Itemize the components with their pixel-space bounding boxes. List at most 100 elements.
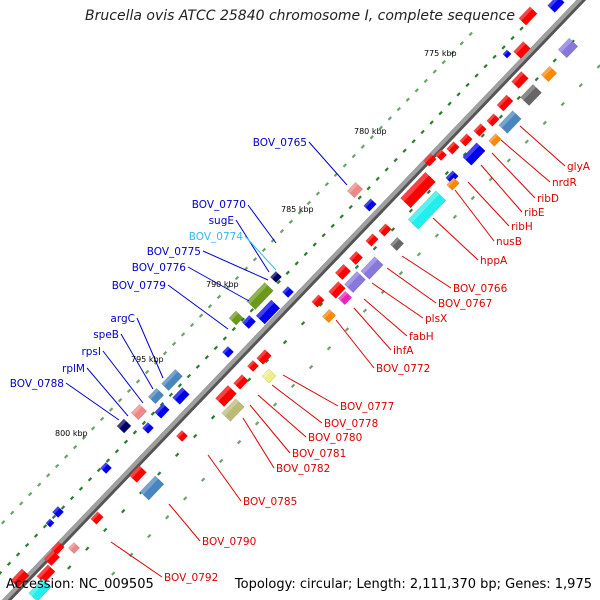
gene-feature-shine [488,133,498,143]
label-leaders [65,125,566,578]
gene-label-argc[interactable]: argC [110,313,135,325]
gene-feature-shine [322,309,332,319]
gene-label-suge[interactable]: sugE [209,215,234,227]
tick-mark [45,473,51,478]
tick-mark [174,452,180,458]
gene-feature-shine [378,223,388,233]
gene-feature-body [43,549,61,567]
gene-feature [462,142,486,166]
gene-feature-shine [228,310,239,321]
tick-mark [552,58,557,63]
gene-label-nusb[interactable]: nusB [496,236,522,248]
gene-feature-shine [36,564,51,579]
gene-feature [246,359,260,373]
tick-mark [459,41,464,46]
tick-mark [117,397,123,403]
gene-label-bov-0770[interactable]: BOV_0770 [192,199,246,211]
tick-mark [0,571,3,575]
gene-label-bov-0778[interactable]: BOV_0778 [324,418,378,430]
gene-label-bov-0777[interactable]: BOV_0777 [340,401,394,413]
gene-feature-body [518,6,538,26]
tick-mark [6,561,12,567]
tick-mark [483,63,488,69]
gene-feature-shine [558,38,573,53]
gene-feature [311,294,325,308]
gene-label-bov-0782[interactable]: BOV_0782 [276,463,330,475]
tick-mark [354,264,360,270]
tick-mark [222,336,228,341]
gene-label-bov-0792[interactable]: BOV_0792 [164,572,218,584]
gene-feature-body [161,368,183,392]
tick-mark [560,101,565,107]
gene-label-ribe[interactable]: ribE [524,207,545,219]
gene-feature [365,233,379,247]
gene-feature-body [446,141,460,155]
gene-label-bov-0776[interactable]: BOV_0776 [132,262,187,274]
tick-mark [218,458,224,464]
gene-label-nrdr[interactable]: nrdR [552,177,577,189]
gene-label-ribd[interactable]: ribD [537,193,559,205]
leader-line [335,319,375,369]
gene-feature-shine [161,369,178,387]
tick-mark [426,189,432,195]
tick-mark [63,454,69,459]
gene-feature-body [360,256,384,280]
gene-feature [328,281,346,299]
gene-feature [446,177,460,191]
tick-mark [111,571,116,576]
gene-label-bov-0772[interactable]: BOV_0772 [376,363,430,375]
leader-line [432,217,479,261]
gene-label-ihfa[interactable]: ihfA [393,345,414,357]
gene-feature-shine [256,349,268,361]
gene-label-bov-0775[interactable]: BOV_0775 [147,246,201,258]
gene-label-rpsi[interactable]: rpsI [81,346,101,358]
map-title: Brucella ovis ATCC 25840 chromosome I, c… [85,8,515,24]
leader-line [120,333,154,390]
gene-feature-shine [10,568,25,583]
gene-feature [67,541,81,555]
leader-line [110,541,163,578]
gene-label-bov-0765[interactable]: BOV_0765 [253,137,307,149]
gene-feature-shine [28,578,46,596]
gene-feature-shine [347,182,359,194]
tick-mark [470,195,476,201]
gene-label-hppa[interactable]: hppA [480,255,508,267]
tick-mark [192,433,198,439]
tick-mark [312,242,317,247]
tick-mark [344,327,350,332]
gene-feature [321,308,337,324]
gene-label-bov-0774[interactable]: BOV_0774 [189,231,244,243]
gene-label-glya[interactable]: glyA [567,161,591,173]
gene-label-bov-0781[interactable]: BOV_0781 [292,448,346,460]
gene-label-plsx[interactable]: plsX [425,313,447,325]
gene-feature-shine [390,237,400,247]
tick-mark [162,351,168,356]
gene-feature-shine [486,113,496,123]
gene-label-bov-0766[interactable]: BOV_0766 [453,283,508,295]
gene-feature-body [540,65,558,83]
gene-label-bov-0779[interactable]: BOV_0779 [112,280,166,292]
tick-mark [492,54,497,59]
tick-mark [156,471,162,476]
gene-feature-shine [311,294,321,304]
tick-mark [234,275,240,281]
gene-label-ribh[interactable]: ribH [511,221,533,233]
tick-mark [1,520,6,525]
gene-label-bov-0785[interactable]: BOV_0785 [243,496,297,508]
tick-mark [60,505,66,510]
gene-label-speb[interactable]: speB [93,329,119,341]
leader-line [187,266,250,302]
tick-mark [465,82,470,88]
gene-label-bov-0767[interactable]: BOV_0767 [438,298,492,310]
gene-feature-body [363,198,377,212]
gene-label-rplm[interactable]: rplM [62,363,85,375]
gene-label-bov-0790[interactable]: BOV_0790 [202,536,256,548]
tick-mark [171,341,177,347]
gene-feature-shine [68,542,76,551]
gene-label-fabh[interactable]: fabH [409,331,434,343]
tick-mark [159,402,165,407]
gene-feature-shine [344,271,360,288]
tick-mark [135,379,141,384]
gene-label-bov-0780[interactable]: BOV_0780 [308,432,362,444]
gene-label-bov-0788[interactable]: BOV_0788 [10,378,64,390]
